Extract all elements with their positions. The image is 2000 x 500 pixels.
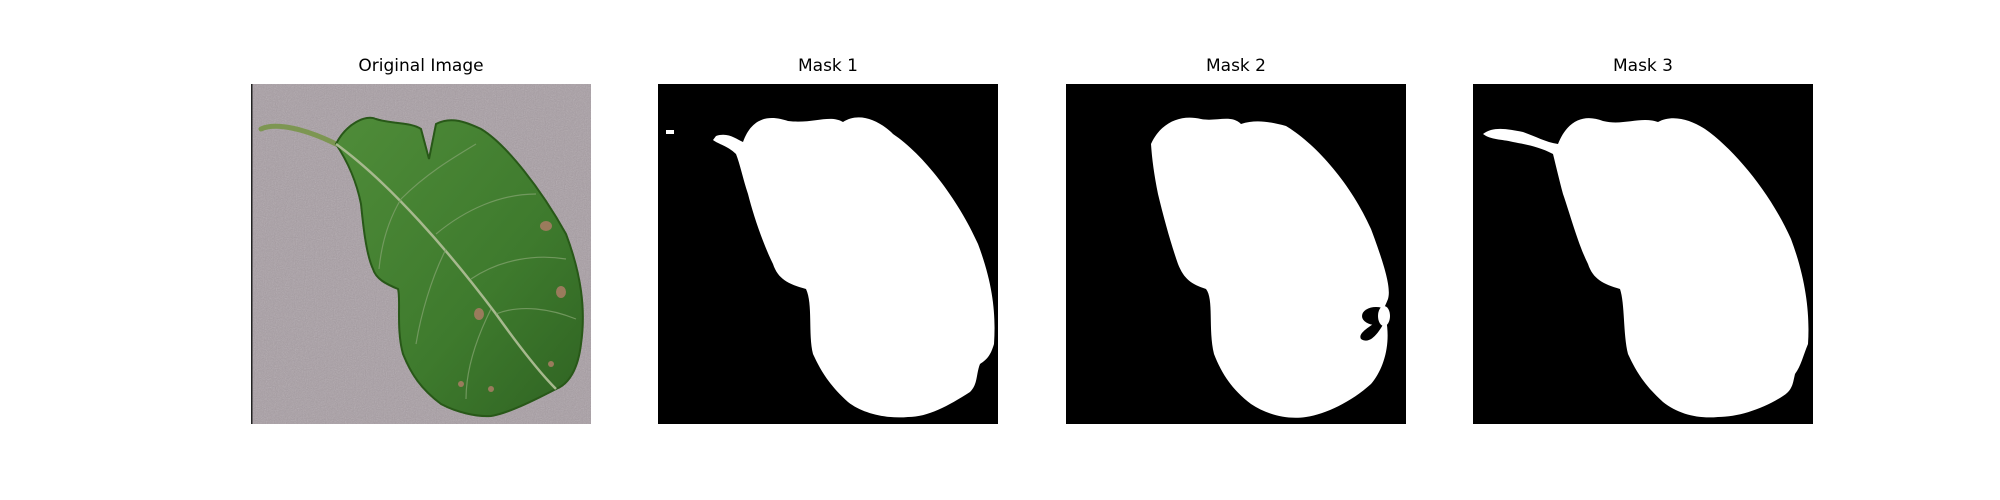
panel-title: Original Image — [358, 56, 484, 76]
mask-2-image — [1066, 84, 1406, 424]
panel-title: Mask 3 — [1612, 56, 1673, 76]
leaf-midrib — [335, 142, 557, 390]
panel-title: Mask 2 — [1205, 56, 1266, 76]
mask-1-image — [658, 84, 998, 424]
panel-title: Mask 1 — [797, 56, 858, 76]
mask-region — [713, 117, 995, 418]
mask-3-image — [1473, 84, 1813, 424]
leaf-stem — [258, 123, 339, 147]
mask-region — [1483, 118, 1809, 418]
original-leaf-image — [251, 84, 591, 424]
mask-region — [1151, 117, 1389, 418]
